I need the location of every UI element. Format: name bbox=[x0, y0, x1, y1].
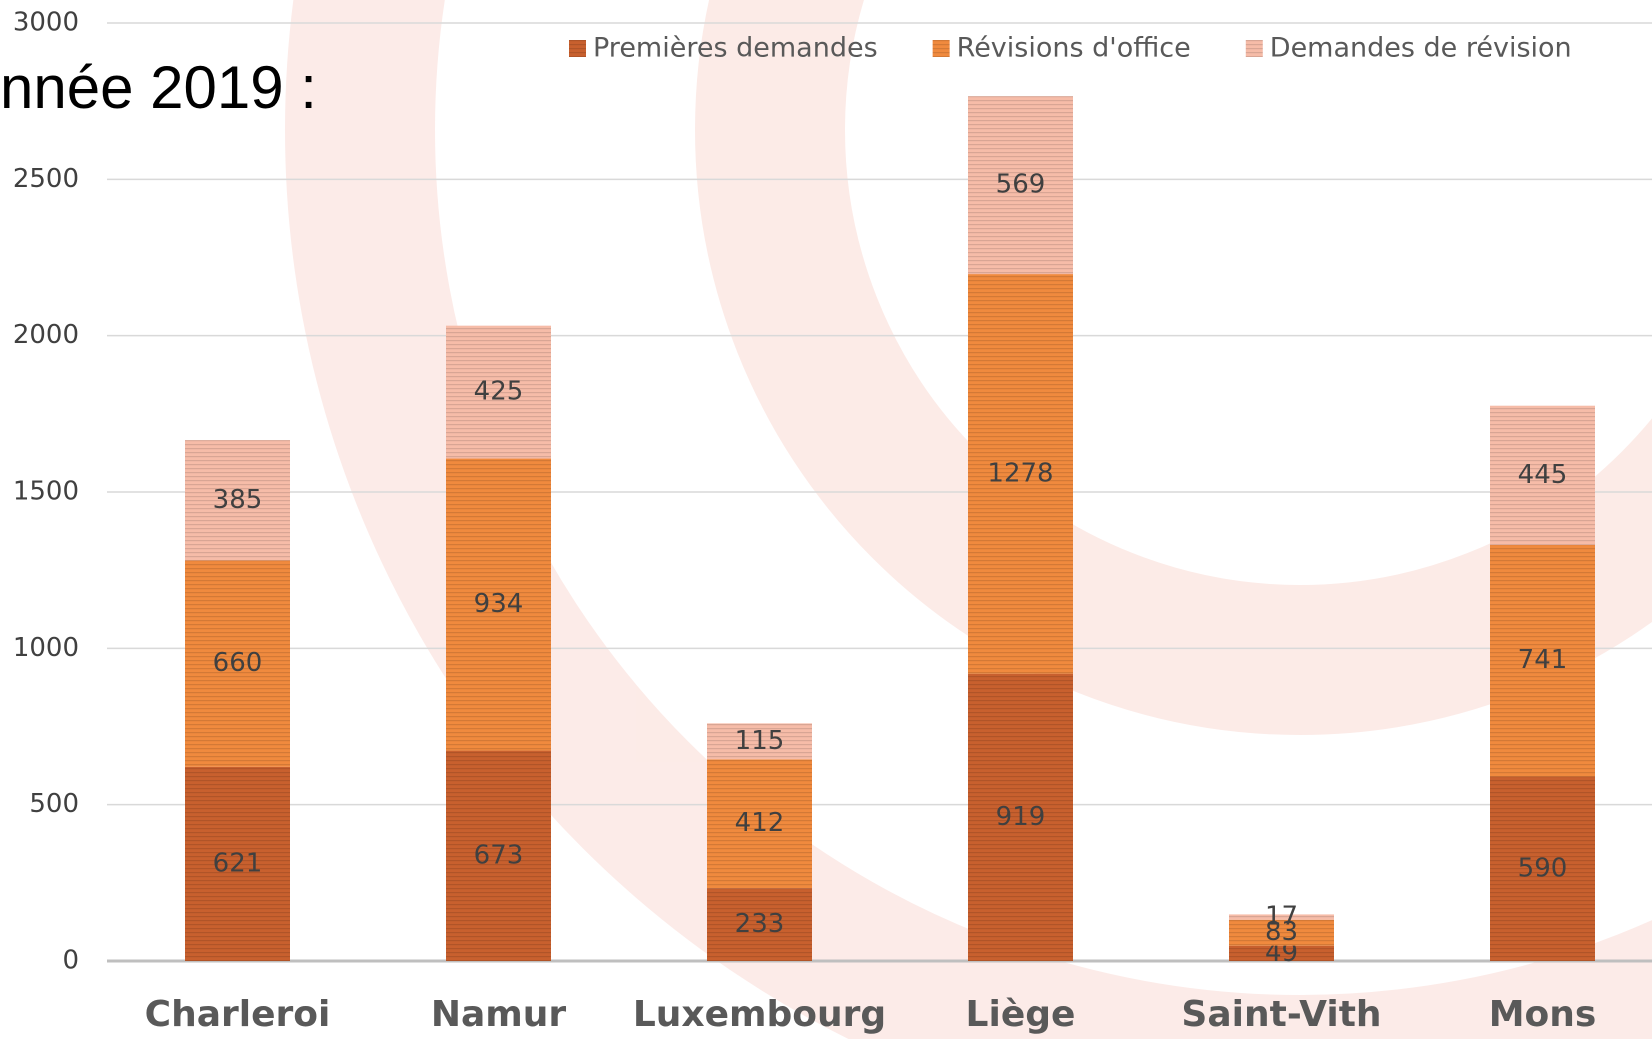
legend-swatch bbox=[569, 40, 586, 57]
data-label: 1278 bbox=[987, 458, 1053, 488]
x-tick-label: Mons bbox=[1489, 994, 1597, 1035]
data-label: 590 bbox=[1518, 853, 1568, 883]
y-tick-label: 3000 bbox=[13, 8, 79, 38]
data-label: 919 bbox=[996, 802, 1046, 832]
y-tick-label: 500 bbox=[29, 789, 79, 819]
data-label: 934 bbox=[474, 589, 524, 619]
data-label: 233 bbox=[735, 909, 785, 939]
data-label: 660 bbox=[213, 648, 263, 678]
x-tick-label: Namur bbox=[431, 994, 567, 1035]
legend-label: Premières demandes bbox=[593, 33, 878, 64]
legend-label: Demandes de révision bbox=[1270, 33, 1572, 64]
x-tick-label: Saint-Vith bbox=[1181, 994, 1381, 1035]
y-tick-label: 1000 bbox=[13, 633, 79, 663]
data-label: 385 bbox=[213, 485, 263, 515]
data-label: 17 bbox=[1265, 902, 1298, 932]
chart: nnée 2019 : 0 500 1000 1500 2000 2500 3000 621 6… bbox=[0, 0, 1652, 1039]
x-tick-label: Luxembourg bbox=[633, 994, 886, 1035]
chart-title: nnée 2019 : bbox=[0, 54, 317, 121]
x-tick-label: Charleroi bbox=[145, 994, 331, 1035]
data-label: 445 bbox=[1518, 460, 1568, 490]
legend-swatch bbox=[1246, 40, 1263, 57]
y-tick-label: 0 bbox=[62, 946, 79, 976]
x-tick-label: Liège bbox=[966, 994, 1076, 1035]
data-label: 115 bbox=[735, 726, 785, 756]
legend-swatch bbox=[933, 40, 950, 57]
data-label: 741 bbox=[1518, 645, 1568, 675]
y-tick-label: 2000 bbox=[13, 320, 79, 350]
legend-label: Révisions d'office bbox=[957, 33, 1191, 64]
data-label: 412 bbox=[735, 808, 785, 838]
y-tick-label: 1500 bbox=[13, 477, 79, 507]
page: {"chart_data": {"type": "stacked-bar", "… bbox=[0, 0, 1652, 1039]
data-label: 425 bbox=[474, 377, 524, 407]
data-label: 673 bbox=[474, 840, 524, 870]
data-label: 621 bbox=[213, 848, 263, 878]
data-label: 569 bbox=[996, 170, 1046, 200]
y-tick-label: 2500 bbox=[13, 164, 79, 194]
